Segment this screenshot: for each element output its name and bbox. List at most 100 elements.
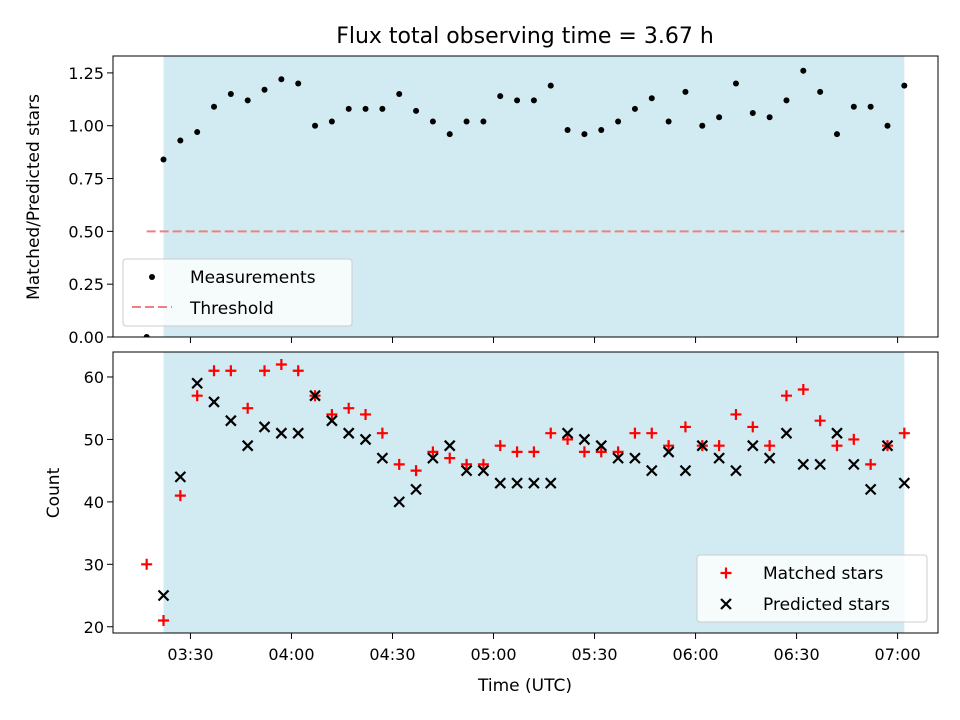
matched-star-marker [848, 433, 860, 445]
matched-star-marker [275, 358, 287, 370]
measurement-point [884, 122, 891, 129]
x-tick-label: 04:30 [369, 645, 415, 664]
measurement-point [581, 131, 588, 138]
predicted-star-marker [747, 439, 759, 452]
measurement-point [446, 131, 453, 138]
measurement-point [480, 118, 487, 125]
predicted-star-marker [831, 427, 843, 439]
measurement-point [328, 118, 335, 125]
x-axis-label: Time (UTC) [477, 676, 572, 696]
matched-star-marker [174, 490, 186, 502]
measurement-point [194, 129, 201, 136]
matched-star-marker [427, 446, 439, 458]
x-tick-label: 06:30 [774, 645, 820, 664]
matched-star-marker [259, 365, 271, 377]
predicted-star-marker [410, 483, 422, 496]
measurement-point [716, 114, 723, 121]
matched-star-marker [562, 433, 574, 445]
panel-star-counts: 20 30 40 50 60 03:30 04:00 04:30 05:00 05:30 06:0… [44, 351, 939, 696]
y-tick-label-bottom: 40 [84, 493, 104, 512]
predicted-star-marker [157, 589, 170, 602]
measurement-point [850, 103, 857, 110]
predicted-star-marker [460, 464, 473, 477]
y-tick-label-top: 0.50 [68, 222, 104, 241]
measurement-point [783, 97, 790, 104]
measurement-point [379, 105, 386, 112]
matched-star-marker [225, 365, 237, 377]
measurement-point [732, 80, 739, 87]
measurement-point [429, 118, 436, 125]
legend-threshold-label: Threshold [189, 299, 274, 319]
matched-star-marker [814, 415, 826, 427]
x-tick-label: 07:00 [875, 645, 921, 664]
legend-measurements-marker [149, 274, 155, 280]
measurement-point [817, 88, 824, 95]
legend-predicted-marker [720, 598, 732, 610]
predicted-star-marker [477, 464, 490, 477]
matched-star-marker [764, 440, 776, 452]
measurement-point [143, 334, 150, 337]
predicted-star-marker [494, 477, 507, 489]
matched-star-marker [898, 427, 910, 439]
matched-star-marker [477, 458, 489, 470]
matched-star-marker [747, 421, 759, 433]
matched-star-marker [595, 446, 607, 458]
predicted-star-marker [763, 452, 776, 464]
predicted-star-marker [881, 439, 894, 452]
measurement-point [396, 91, 403, 98]
predicted-star-marker [225, 414, 237, 427]
matched-star-marker [410, 465, 422, 477]
predicted-star-marker [730, 464, 742, 477]
measurement-point [278, 76, 285, 83]
measurement-point [901, 82, 908, 89]
y-tick-label-bottom: 50 [84, 430, 104, 449]
predicted-star-marker [713, 452, 725, 464]
predicted-star-marker [275, 427, 288, 439]
predicted-star-marker [258, 421, 271, 433]
measurement-point [699, 122, 706, 129]
measurement-point [463, 118, 470, 125]
matched-star-marker [831, 440, 843, 452]
matched-star-marker [292, 365, 304, 377]
x-tick-label: 06:00 [672, 645, 718, 664]
predicted-star-marker [443, 439, 456, 452]
plot-frame-bottom [112, 351, 939, 634]
measurement-point [530, 97, 537, 104]
measurement-point [211, 103, 218, 110]
predicted-star-marker [241, 439, 254, 452]
predicted-star-marker [797, 458, 810, 471]
matched-star-marker [528, 446, 540, 458]
predicted-star-marker [208, 396, 220, 408]
predicted-star-marker [309, 389, 321, 402]
x-axis-bottom: 03:30 04:00 04:30 05:00 05:30 06:00 06:30 07:00 [167, 633, 921, 664]
predicted-star-marker [864, 483, 877, 496]
legend-measurements-label: Measurements [190, 268, 316, 288]
predicted-star-marker [191, 377, 203, 389]
matched-star-marker [679, 421, 691, 433]
predicted-star-marker [578, 433, 591, 446]
matched-star-marker [208, 365, 220, 377]
matched-star-marker [393, 458, 405, 470]
predicted-star-marker [174, 471, 187, 483]
predicted-star-marker [848, 458, 860, 471]
predicted-star-marker [342, 427, 355, 439]
measurement-point [345, 105, 352, 112]
predicted-star-marker [393, 496, 406, 508]
predicted-star-marker [814, 458, 826, 471]
measurement-point [261, 86, 268, 93]
matched-star-marker [343, 402, 355, 414]
measurement-point [177, 137, 184, 144]
predicted-star-marker [679, 464, 692, 477]
matched-star-marker [612, 446, 624, 458]
x-tick-label: 04:00 [268, 645, 314, 664]
y-axis-top: 0.00 0.25 0.50 0.75 1.00 1.25 [68, 64, 113, 347]
matched-star-marker [242, 402, 254, 414]
measurement-point [362, 105, 369, 112]
legend-matched-marker [720, 567, 732, 579]
matched-star-marker [545, 427, 557, 439]
y-tick-label-bottom: 20 [84, 618, 104, 637]
chart-title: Flux total observing time = 3.67 h [336, 24, 714, 49]
measurement-point [295, 80, 302, 87]
measurement-point [514, 97, 521, 104]
